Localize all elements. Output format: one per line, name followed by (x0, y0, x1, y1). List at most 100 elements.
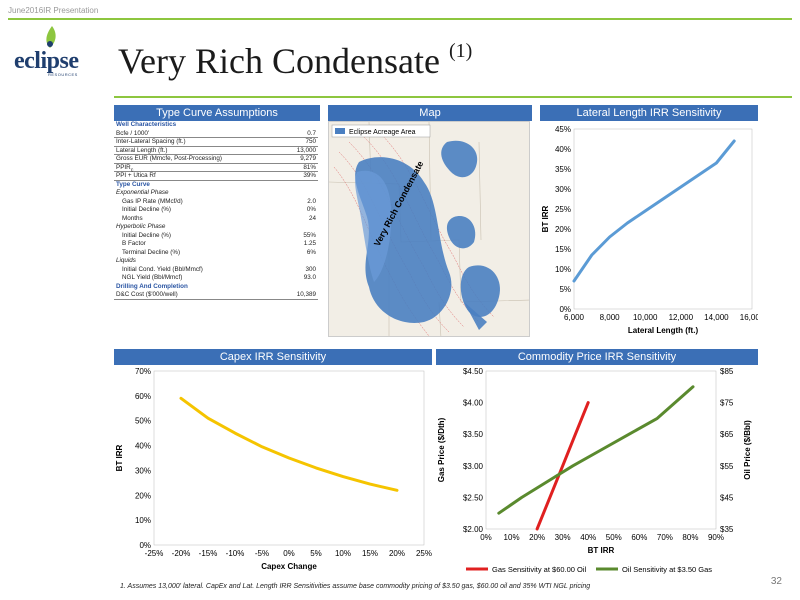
logo-word: eclipse (14, 48, 79, 74)
type-curve-value: 10,389 (296, 291, 316, 298)
x-tick-label: 12,000 (669, 313, 694, 322)
type-curve-value: 93.0 (303, 274, 316, 281)
x-tick-label: -5% (255, 549, 269, 558)
type-curve-label: Drilling And Completion (116, 282, 188, 290)
acreage-map: Eclipse Acreage Area Very Rich Condensat… (328, 121, 530, 337)
x-tick-label: 60% (631, 533, 647, 542)
y-tick-label: 15% (555, 245, 571, 254)
x-tick-label: 15% (362, 549, 378, 558)
type-curve-row: Hyperbolic Phase (114, 223, 318, 232)
type-curve-row: Terminal Decline (%) 6% (114, 249, 318, 258)
type-curve-row: Initial Cond. Yield (Bbl/Mmcf) 300 (114, 266, 318, 275)
x-tick-label: 90% (708, 533, 724, 542)
series-line (535, 401, 590, 531)
y-tick-label: $3.50 (463, 430, 484, 439)
type-curve-label: Gas IP Rate (MMcf/d) (122, 197, 183, 205)
x-axis-label: BT IRR (588, 546, 615, 555)
type-curve-row: Type Curve (114, 181, 318, 190)
type-curve-label: Inter-Lateral Spacing (ft.) (116, 138, 186, 145)
y2-tick-label: $55 (720, 462, 734, 471)
type-curve-label: Initial Cond. Yield (Bbl/Mmcf) (122, 265, 203, 273)
type-curve-value: 24 (308, 214, 316, 222)
type-curve-label: Initial Decline (%) (122, 206, 171, 213)
x-tick-label: 40% (580, 533, 596, 542)
map-header: Map (328, 105, 532, 121)
y-tick-label: $2.00 (463, 525, 484, 534)
map-legend-text: Eclipse Acreage Area (349, 129, 416, 136)
y-tick-label: 25% (555, 205, 571, 214)
type-curve-label: Months (122, 214, 143, 222)
x-tick-label: 25% (416, 549, 432, 558)
x-tick-label: -10% (226, 549, 245, 558)
type-curve-value: 750 (305, 138, 316, 145)
type-curve-row: PPI + Utica Rf 39% (114, 172, 318, 181)
y-axis-label: BT IRR (541, 205, 550, 232)
type-curve-row: Lateral Length (ft.) 13,000 (114, 146, 318, 155)
type-curve-label: Hyperbolic Phase (116, 223, 166, 230)
y-tick-label: 60% (135, 392, 151, 401)
footnote: 1. Assumes 13,000' lateral. CapEx and La… (120, 583, 591, 590)
type-curve-row: NGL Yield (Bbl/Mmcf) 93.0 (114, 274, 318, 283)
type-curve-value: 81% (303, 163, 316, 171)
lateral-header: Lateral Length IRR Sensitivity (540, 105, 758, 121)
type-curve-label: Terminal Decline (%) (122, 248, 181, 256)
y-tick-label: 30% (135, 466, 151, 475)
type-curve-label: PPI + Utica Rf (116, 172, 156, 179)
type-curve-label: PPIRc (116, 163, 134, 173)
x-tick-label: 16,000 (740, 313, 758, 322)
capex-header: Capex IRR Sensitivity (114, 349, 432, 365)
x-tick-label: 30% (555, 533, 571, 542)
type-curve-row: Gross EUR (Mmcfe, Post-Processing) 9,279 (114, 155, 318, 164)
type-curve-value: 9,279 (300, 155, 316, 162)
y-tick-label: 70% (135, 367, 151, 376)
y2-tick-label: $35 (720, 525, 734, 534)
commodity-chart: 0% 10% 20% 30% 40% 50% 60% 70% 80% 90% $2.00 $2.50 $… (437, 367, 752, 574)
page-number: 32 (770, 576, 782, 587)
y-axis-label: BT IRR (115, 444, 124, 471)
y2-tick-label: $85 (720, 367, 734, 376)
x-tick-label: 0% (480, 533, 492, 542)
y-tick-label: 50% (135, 417, 151, 426)
x-tick-label: -15% (199, 549, 218, 558)
x-tick-label: 0% (283, 549, 295, 558)
x-tick-label: 14,000 (704, 313, 729, 322)
series-line (572, 139, 736, 283)
legend-label: Oil Sensitivity at $3.50 Gas (622, 565, 712, 574)
map-graphic: Eclipse Acreage Area Very Rich Condensat… (329, 122, 529, 336)
y-tick-label: 20% (135, 491, 151, 500)
y-tick-label: 40% (555, 145, 571, 154)
y-tick-label: 35% (555, 165, 571, 174)
series-line (497, 385, 695, 515)
type-curve-value: 13,000 (296, 146, 316, 154)
x-tick-label: 5% (310, 549, 322, 558)
logo-subtitle: RESOURCES (48, 72, 78, 77)
type-curve-row: Initial Decline (%) 55% (114, 232, 318, 241)
type-curve-value: 6% (306, 248, 316, 256)
presentation-note: June2016IR Presentation (8, 6, 99, 15)
legend-label: Gas Sensitivity at $60.00 Oil (492, 565, 587, 574)
plot-area (153, 370, 425, 546)
y-tick-label: $2.50 (463, 493, 484, 502)
type-curve-value: 0.7 (307, 129, 316, 137)
type-curve-label: Bcfe / 1000' (116, 129, 150, 137)
title-rule (114, 96, 792, 98)
y-tick-label: $3.00 (463, 462, 484, 471)
plot-area (573, 128, 753, 310)
type-curve-label: Exponential Phase (116, 189, 169, 196)
type-curve-row: Initial Decline (%) 0% (114, 206, 318, 215)
type-curve-row: Gas IP Rate (MMcf/d) 2.0 (114, 198, 318, 207)
type-curve-row: Inter-Lateral Spacing (ft.) 750 (114, 138, 318, 147)
type-curve-value: 2.0 (307, 197, 316, 205)
x-tick-label: 70% (657, 533, 673, 542)
type-curve-value: 55% (303, 231, 316, 239)
type-curve-value: 39% (303, 172, 316, 179)
type-curve-label: Liquids (116, 257, 136, 264)
type-curve-header: Type Curve Assumptions (114, 105, 320, 121)
y-tick-label: 5% (559, 285, 571, 294)
type-curve-value: 1.25 (303, 240, 316, 247)
y2-tick-label: $75 (720, 399, 734, 408)
x-axis-label: Capex Change (261, 562, 317, 571)
y-tick-label: 40% (135, 442, 151, 451)
type-curve-label: B Factor (122, 240, 146, 247)
type-curve-value: 300 (305, 265, 316, 273)
